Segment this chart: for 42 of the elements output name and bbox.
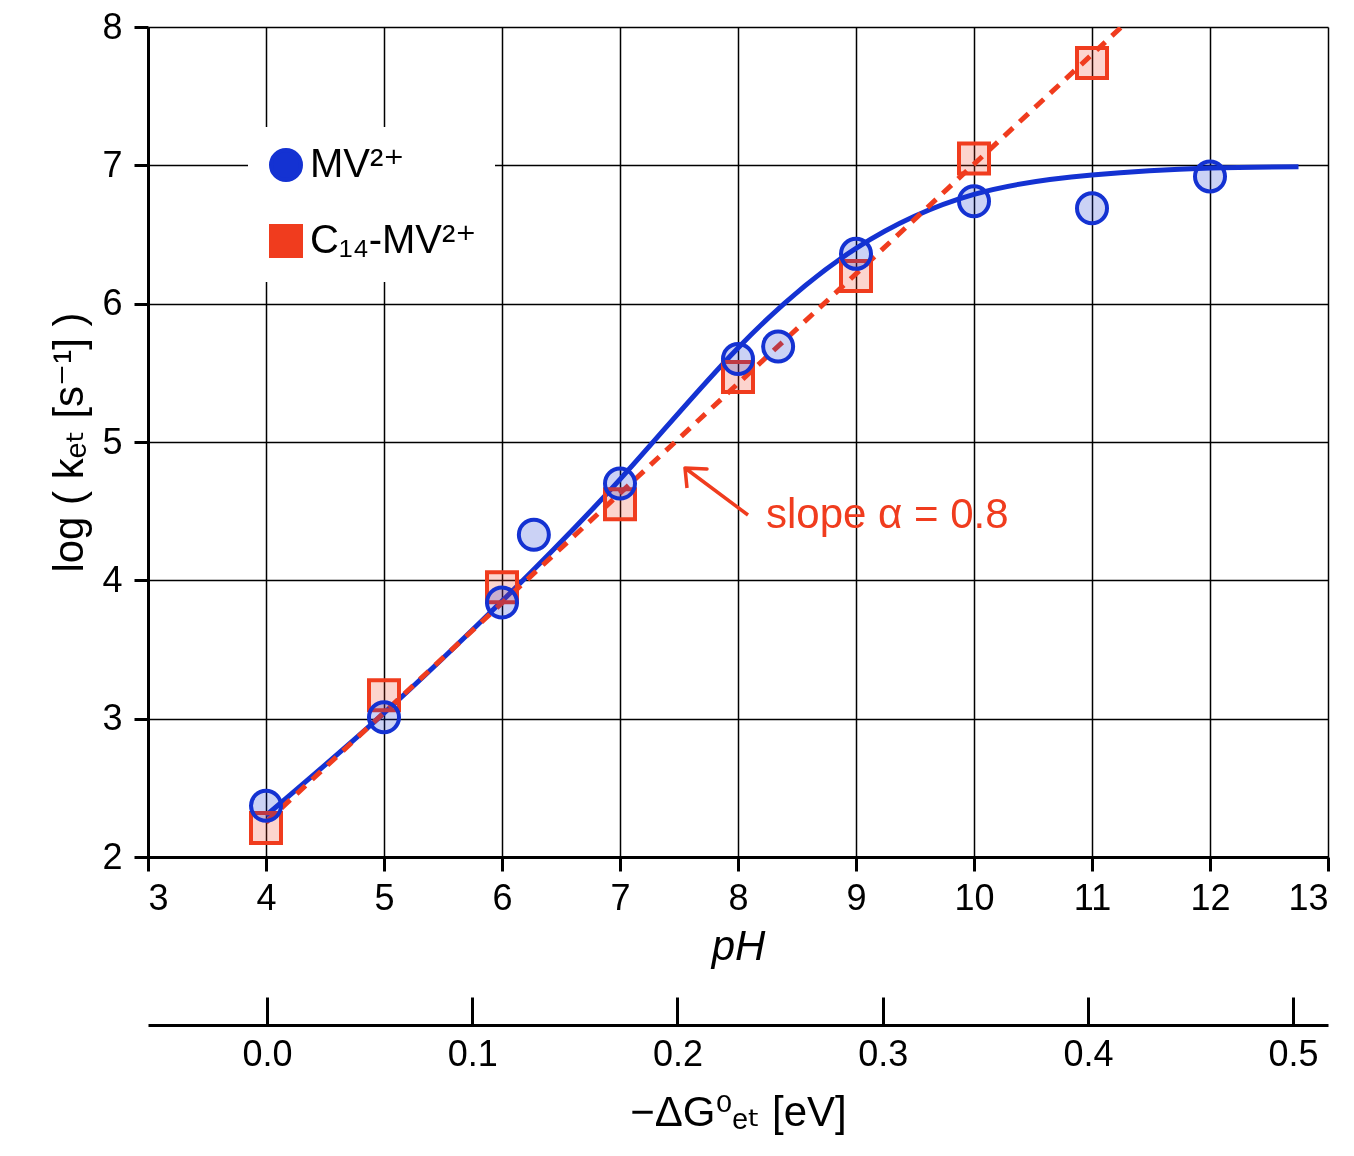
y-tick-label: 3 xyxy=(102,697,123,739)
point xyxy=(1075,45,1109,80)
x-tick-label: 3 xyxy=(148,876,169,918)
legend-label: C₁₄-MV²⁺ xyxy=(310,217,477,261)
x-tick-label: 12 xyxy=(1190,876,1231,918)
x-tick-label: 13 xyxy=(1288,876,1329,918)
x-tick-label: 4 xyxy=(256,876,277,918)
x-tick-label: 10 xyxy=(954,876,995,918)
y-tick-label: 8 xyxy=(102,5,123,47)
x2-tick-label: 0.2 xyxy=(652,1032,703,1074)
x-tick-label: 11 xyxy=(1073,876,1112,918)
x-tick-label: 5 xyxy=(374,876,395,918)
legend-label: MV²⁺ xyxy=(310,141,405,185)
point xyxy=(367,700,401,735)
x-tick-label: 6 xyxy=(492,876,513,918)
point xyxy=(603,466,637,501)
y-tick-label: 5 xyxy=(102,420,123,462)
point xyxy=(485,585,519,620)
point xyxy=(721,342,755,376)
y-tick-label: 2 xyxy=(102,835,123,877)
x-tick-label: 7 xyxy=(610,876,631,918)
point xyxy=(839,236,873,271)
point xyxy=(957,184,991,219)
point xyxy=(516,517,551,552)
x-tick-label: 9 xyxy=(846,876,867,918)
point xyxy=(249,788,283,823)
y-tick-label: 6 xyxy=(102,282,123,324)
y-tick-label: 7 xyxy=(102,143,123,185)
x2-tick-label: 0.3 xyxy=(858,1032,909,1074)
x2-tick-label: 0.1 xyxy=(447,1032,498,1074)
y-axis-title: log ( kₑₜ [s⁻¹] ) xyxy=(45,312,93,573)
x-tick-label: 8 xyxy=(728,876,749,918)
y-tick-label: 4 xyxy=(102,558,123,600)
point xyxy=(957,141,991,176)
x-axis-title: pH xyxy=(709,921,767,969)
x2-axis-title: −ΔG⁰ₑₜ [eV] xyxy=(630,1087,847,1135)
point xyxy=(761,329,796,364)
x2-tick-label: 0.4 xyxy=(1063,1032,1114,1074)
point xyxy=(1075,191,1109,226)
x2-tick-label: 0.5 xyxy=(1268,1032,1319,1074)
x2-tick-label: 0.0 xyxy=(242,1032,293,1074)
point xyxy=(1193,159,1227,194)
